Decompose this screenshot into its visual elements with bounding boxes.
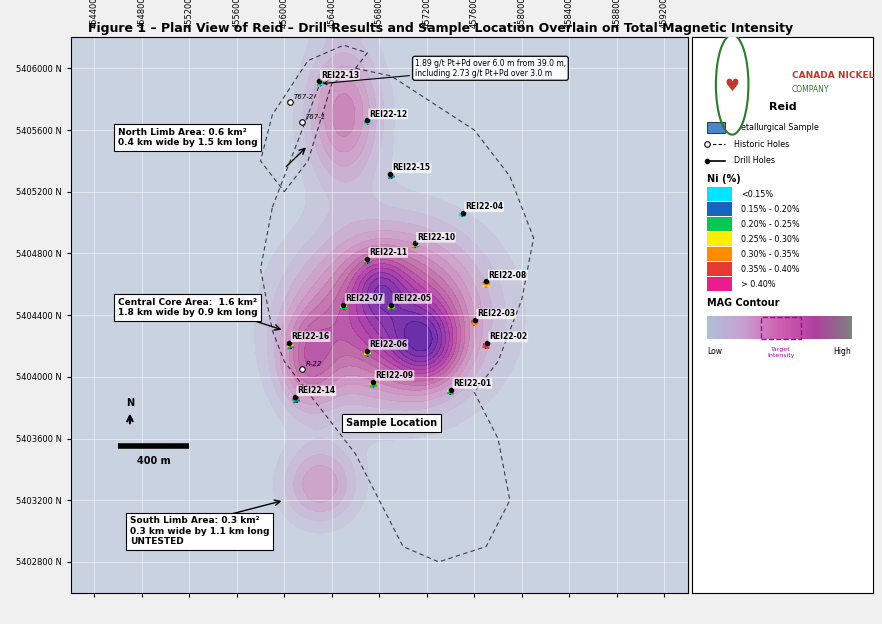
Text: Metallurgical Sample: Metallurgical Sample (734, 123, 818, 132)
Text: REI22-15: REI22-15 (392, 163, 430, 172)
Text: REI22-09: REI22-09 (376, 371, 414, 380)
Text: REI22-07: REI22-07 (346, 294, 384, 303)
Text: COMPANY: COMPANY (792, 85, 829, 94)
Text: High: High (833, 348, 851, 356)
Text: 0.15% - 0.20%: 0.15% - 0.20% (741, 205, 800, 213)
Text: Drill Holes: Drill Holes (734, 156, 775, 165)
Text: CANADA NICKEL: CANADA NICKEL (792, 71, 874, 80)
Text: REI22-12: REI22-12 (370, 110, 407, 119)
Text: N: N (126, 399, 134, 409)
Text: Historic Holes: Historic Holes (734, 140, 789, 149)
Bar (761, 317, 801, 339)
Text: REI22-05: REI22-05 (393, 294, 431, 303)
Bar (706, 262, 732, 276)
Text: 0.30% - 0.35%: 0.30% - 0.35% (741, 250, 800, 258)
Text: Figure 1 – Plan View of Reid – Drill Results and Sample Location Overlain on Tot: Figure 1 – Plan View of Reid – Drill Res… (88, 22, 794, 35)
Text: Sample Location: Sample Location (346, 418, 437, 428)
Text: REI22-01: REI22-01 (453, 379, 491, 388)
Text: 1.89 g/t Pt+Pd over 6.0 m from 39.0 m,
including 2.73 g/t Pt+Pd over 3.0 m: 1.89 g/t Pt+Pd over 6.0 m from 39.0 m, i… (324, 59, 566, 85)
Text: Reid: Reid (769, 102, 796, 112)
Bar (706, 187, 732, 202)
Text: 0.35% - 0.40%: 0.35% - 0.40% (741, 265, 800, 273)
Text: R-22: R-22 (306, 361, 322, 367)
Text: REI22-04: REI22-04 (465, 202, 504, 212)
Bar (706, 217, 732, 232)
Text: 400 m: 400 m (137, 456, 170, 466)
Text: REI22-10: REI22-10 (417, 233, 455, 242)
Text: South Limb Area: 0.3 km²
0.3 km wide by 1.1 km long
UNTESTED: South Limb Area: 0.3 km² 0.3 km wide by … (130, 516, 269, 546)
Text: REI22-02: REI22-02 (490, 333, 527, 341)
Text: <0.15%: <0.15% (741, 190, 774, 198)
Text: REI22-14: REI22-14 (297, 386, 335, 396)
Bar (706, 277, 732, 291)
Text: REI22-11: REI22-11 (370, 248, 407, 257)
Text: MAG Contour: MAG Contour (706, 298, 780, 308)
Text: Low: Low (706, 348, 721, 356)
Text: North Limb Area: 0.6 km²
0.4 km wide by 1.5 km long: North Limb Area: 0.6 km² 0.4 km wide by … (118, 128, 258, 147)
Bar (706, 122, 725, 133)
Text: ♥: ♥ (725, 77, 740, 95)
Bar (706, 247, 732, 261)
Text: REI22-08: REI22-08 (489, 271, 527, 280)
Text: > 0.40%: > 0.40% (741, 280, 775, 288)
Text: T67-2: T67-2 (294, 94, 314, 100)
Bar (706, 232, 732, 246)
Text: Central Core Area:  1.6 km²
1.8 km wide by 0.9 km long: Central Core Area: 1.6 km² 1.8 km wide b… (118, 298, 258, 317)
Text: REI22-06: REI22-06 (370, 340, 407, 349)
Text: REI22-13: REI22-13 (321, 71, 359, 80)
Text: Ni (%): Ni (%) (706, 174, 741, 184)
Bar (706, 202, 732, 217)
Text: 0.25% - 0.30%: 0.25% - 0.30% (741, 235, 800, 243)
Circle shape (716, 35, 749, 135)
Text: Target
Intensity: Target Intensity (767, 348, 795, 358)
Text: REI22-03: REI22-03 (477, 310, 515, 318)
Text: T67-1: T67-1 (306, 114, 325, 120)
Text: 0.20% - 0.25%: 0.20% - 0.25% (741, 220, 800, 228)
Text: REI22-16: REI22-16 (292, 332, 330, 341)
